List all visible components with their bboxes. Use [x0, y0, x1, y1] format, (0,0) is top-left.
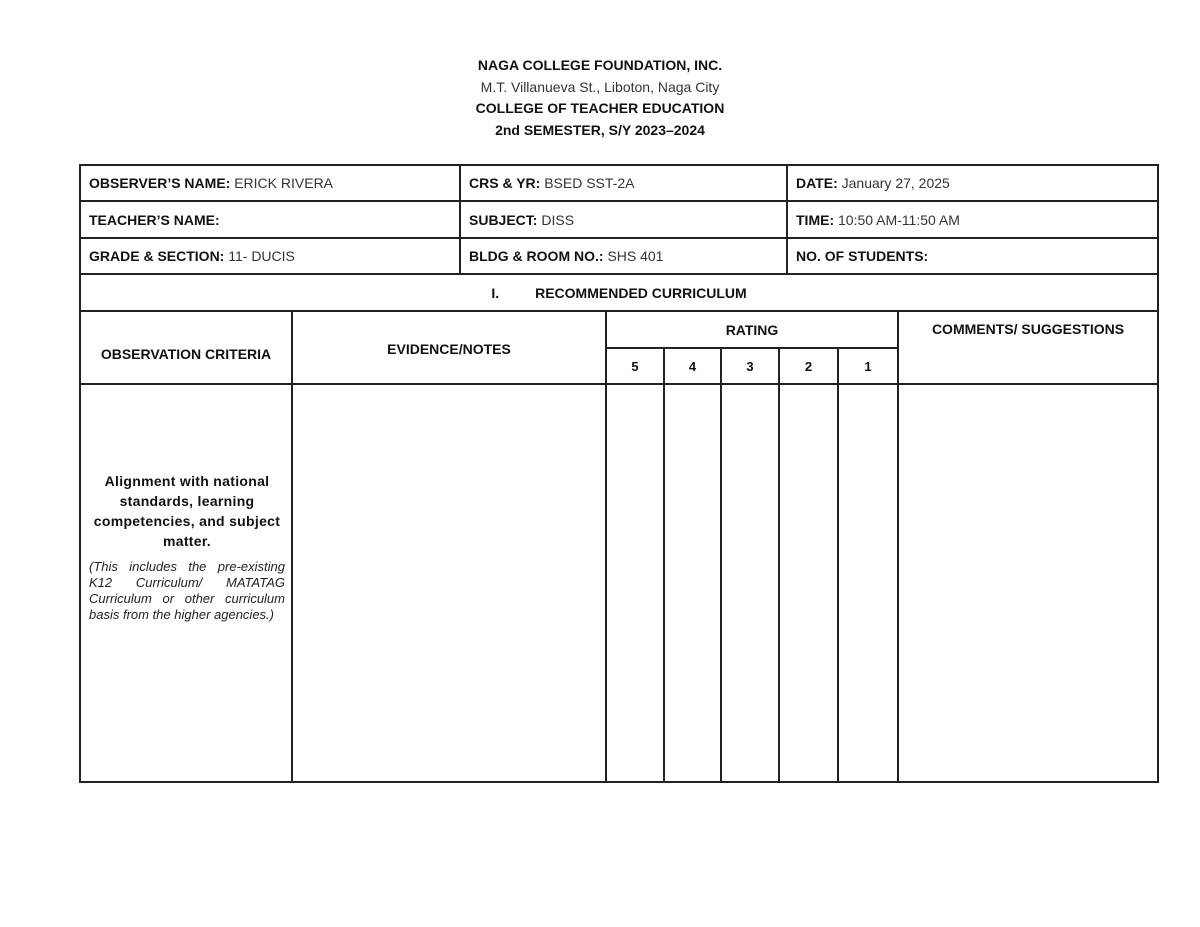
time-value: 10:50 AM-11:50 AM [838, 211, 960, 228]
rating-header: RATING [605, 310, 899, 349]
observer-cell: OBSERVER’S NAME: ERICK RIVERA [79, 164, 461, 202]
course-label: CRS & YR: [469, 175, 541, 191]
rating-5-header: 5 [605, 347, 665, 385]
observer-label: OBSERVER’S NAME: [89, 175, 231, 191]
institution-address: M.T. Villanueva St., Liboton, Naga City [480, 79, 720, 95]
rating-4-cell[interactable] [663, 383, 722, 783]
rating-1-cell[interactable] [837, 383, 899, 783]
criterion-title: Alignment with national standards, learn… [93, 473, 281, 549]
institution-name: NAGA COLLEGE FOUNDATION, INC. [477, 57, 723, 73]
teacher-label: TEACHER’S NAME: [89, 211, 220, 228]
course-cell: CRS & YR: BSED SST-2A [459, 164, 788, 202]
time-label: TIME: [796, 211, 835, 228]
comments-header: COMMENTS/ SUGGESTIONS [897, 310, 1159, 385]
subject-cell: SUBJECT: DISS [459, 200, 788, 239]
grade-value: 11- DUCIS [228, 248, 295, 264]
rating-2-cell[interactable] [778, 383, 839, 783]
rating-3-cell[interactable] [720, 383, 780, 783]
evidence-header: EVIDENCE/NOTES [291, 310, 607, 385]
room-cell: BLDG & ROOM NO.: SHS 401 [459, 237, 788, 275]
observer-value: ERICK RIVERA [234, 175, 334, 191]
rating-4-header: 4 [663, 347, 722, 385]
grade-label: GRADE & SECTION: [89, 248, 225, 264]
time-cell: TIME: 10:50 AM-11:50 AM [786, 200, 1159, 239]
subject-label: SUBJECT: [469, 211, 538, 228]
rating-1-header: 1 [837, 347, 899, 385]
date-value: January 27, 2025 [841, 175, 950, 191]
college-name: COLLEGE OF TEACHER EDUCATION [475, 100, 725, 116]
grade-cell: GRADE & SECTION: 11- DUCIS [79, 237, 461, 275]
criterion-cell: Alignment with national standards, learn… [79, 383, 293, 783]
section-number: I. [491, 284, 500, 301]
comments-cell[interactable] [897, 383, 1159, 783]
section-title: RECOMMENDED CURRICULUM [535, 284, 747, 301]
criteria-header: OBSERVATION CRITERIA [79, 310, 293, 385]
semester: 2nd SEMESTER, S/Y 2023–2024 [495, 122, 705, 138]
students-cell: NO. OF STUDENTS: [786, 237, 1159, 275]
observation-table: OBSERVATION CRITERIA EVIDENCE/NOTES RATI… [79, 310, 1159, 783]
room-value: SHS 401 [607, 248, 664, 264]
evidence-cell[interactable] [291, 383, 607, 783]
date-label: DATE: [796, 175, 838, 191]
subject-value: DISS [541, 211, 575, 228]
course-value: BSED SST-2A [544, 175, 635, 191]
rating-5-cell[interactable] [605, 383, 665, 783]
criterion-note: (This includes the pre-existing K12 Curr… [89, 559, 285, 622]
info-table: OBSERVER’S NAME: ERICK RIVERA CRS & YR: … [79, 164, 1159, 312]
room-label: BLDG & ROOM NO.: [469, 248, 604, 264]
table-row: Alignment with national standards, learn… [79, 383, 1159, 783]
students-label: NO. OF STUDENTS: [796, 248, 929, 264]
teacher-cell: TEACHER’S NAME: [79, 200, 461, 239]
date-cell: DATE: January 27, 2025 [786, 164, 1159, 202]
rating-2-header: 2 [778, 347, 839, 385]
rating-3-header: 3 [720, 347, 780, 385]
section-heading: I. RECOMMENDED CURRICULUM [79, 273, 1159, 312]
